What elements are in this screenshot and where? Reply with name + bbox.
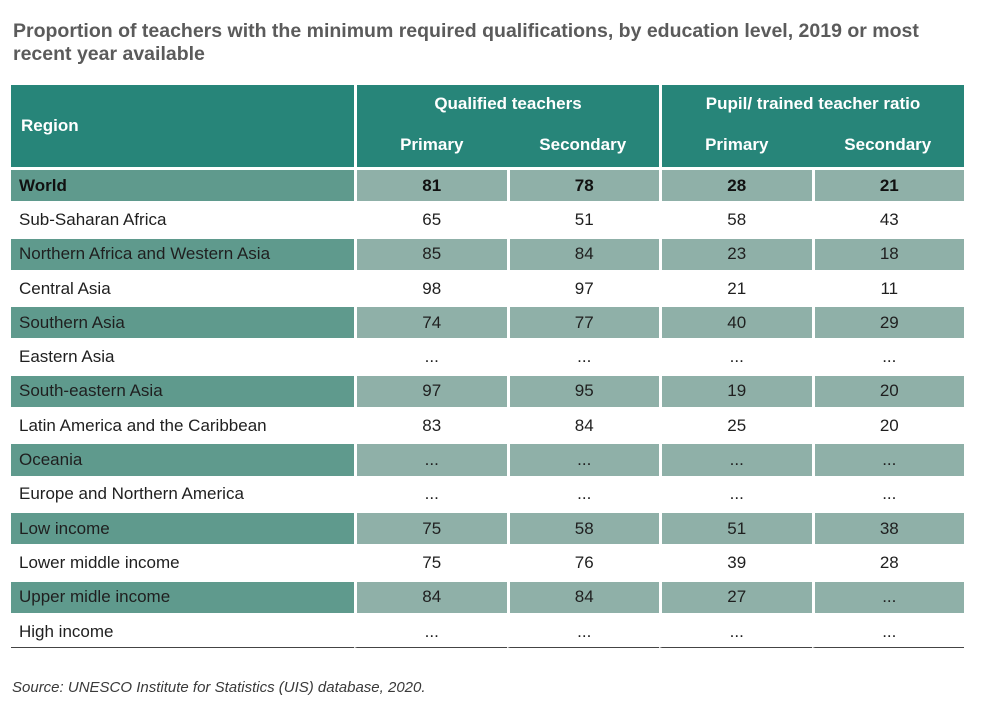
cell-ptr-primary: 25 [659, 407, 812, 442]
chart-title: Proportion of teachers with the minimum … [13, 20, 919, 65]
row-region-name: Upper midle income [11, 578, 354, 613]
cell-qt-primary: 85 [354, 235, 507, 270]
cell-ptr-primary: ... [659, 612, 812, 649]
table-row: South-eastern Asia 97 95 19 20 [11, 372, 965, 408]
column-header-qt-primary: Primary [354, 123, 507, 167]
cell-qt-primary: 98 [354, 269, 507, 305]
table-row: Northern Africa and Western Asia 85 84 23 18 [11, 235, 965, 270]
cell-ptr-primary: ... [659, 441, 812, 476]
row-region-name: Lower middle income [11, 544, 354, 579]
cell-qt-secondary: 76 [506, 544, 660, 579]
cell-ptr-secondary: 20 [811, 372, 965, 408]
row-region-name: World [11, 167, 354, 202]
cell-qt-secondary: 84 [506, 578, 660, 613]
cell-qt-secondary: 78 [506, 167, 660, 202]
cell-ptr-secondary: ... [811, 475, 965, 510]
cell-qt-primary: 75 [354, 544, 507, 579]
cell-ptr-secondary: 38 [811, 509, 965, 545]
cell-ptr-primary: 39 [659, 544, 812, 579]
source-note: Source: UNESCO Institute for Statistics … [12, 679, 426, 696]
cell-qt-secondary: 84 [506, 407, 660, 442]
row-region-name: High income [11, 612, 354, 649]
table-row: Lower middle income 75 76 39 28 [11, 544, 965, 579]
cell-ptr-primary: ... [659, 338, 812, 373]
cell-qt-secondary: ... [506, 612, 660, 649]
cell-ptr-secondary: 11 [811, 269, 965, 305]
cell-qt-secondary: ... [506, 475, 660, 510]
table-row: Central Asia 98 97 21 11 [11, 269, 965, 305]
table-row: Oceania............ [11, 441, 965, 476]
column-header-ptr-primary: Primary [659, 123, 812, 167]
cell-qt-secondary: 51 [506, 201, 660, 236]
cell-qt-primary: 97 [354, 372, 507, 408]
row-region-name: Central Asia [11, 269, 354, 305]
cell-ptr-primary: 21 [659, 269, 812, 305]
cell-qt-secondary: 97 [506, 269, 660, 305]
data-table: Region Qualified teachers Pupil/ trained… [11, 85, 965, 649]
cell-ptr-secondary: ... [811, 441, 965, 476]
cell-ptr-secondary: 43 [811, 201, 965, 236]
cell-qt-secondary: 95 [506, 372, 660, 408]
group-header-pupil-trained-teacher-ratio: Pupil/ trained teacher ratio [659, 85, 965, 123]
group-header-qualified-teachers: Qualified teachers [354, 85, 660, 123]
cell-ptr-primary: 58 [659, 201, 812, 236]
cell-ptr-secondary: 21 [811, 167, 965, 202]
cell-ptr-secondary: ... [811, 338, 965, 373]
cell-ptr-secondary: 20 [811, 407, 965, 442]
table-row: Sub-Saharan Africa 65 51 58 43 [11, 201, 965, 236]
table-row: Upper midle income 84 84 27... [11, 578, 965, 613]
cell-qt-primary: ... [354, 612, 507, 649]
cell-qt-primary: 84 [354, 578, 507, 613]
cell-ptr-primary: 51 [659, 509, 812, 545]
row-region-name: Eastern Asia [11, 338, 354, 373]
cell-qt-primary: 83 [354, 407, 507, 442]
cell-ptr-secondary: 18 [811, 235, 965, 270]
cell-qt-secondary: 77 [506, 304, 660, 339]
cell-ptr-primary: ... [659, 475, 812, 510]
cell-ptr-primary: 28 [659, 167, 812, 202]
cell-ptr-primary: 27 [659, 578, 812, 613]
row-region-name: Southern Asia [11, 304, 354, 339]
column-header-qt-secondary: Secondary [506, 123, 660, 167]
table-row: Latin America and the Caribbean 83 84 25 20 [11, 407, 965, 442]
cell-qt-primary: 65 [354, 201, 507, 236]
cell-qt-primary: 75 [354, 509, 507, 545]
table-row: Eastern Asia............ [11, 338, 965, 373]
cell-ptr-primary: 40 [659, 304, 812, 339]
row-region-name: Oceania [11, 441, 354, 476]
cell-qt-primary: 81 [354, 167, 507, 202]
row-region-name: Sub-Saharan Africa [11, 201, 354, 236]
cell-qt-primary: ... [354, 441, 507, 476]
cell-ptr-primary: 19 [659, 372, 812, 408]
cell-qt-secondary: 84 [506, 235, 660, 270]
table-row: High income............ [11, 612, 965, 649]
cell-ptr-secondary: ... [811, 578, 965, 613]
table-row: World 81 78 28 21 [11, 167, 965, 202]
column-header-ptr-secondary: Secondary [811, 123, 965, 167]
table-row: Europe and Northern America............ [11, 475, 965, 510]
row-region-name: Latin America and the Caribbean [11, 407, 354, 442]
cell-ptr-secondary: 29 [811, 304, 965, 339]
cell-qt-secondary: 58 [506, 509, 660, 545]
table-row: Low income 75 58 51 38 [11, 509, 965, 545]
cell-qt-secondary: ... [506, 441, 660, 476]
table-body: World 81 78 28 21 Sub-Saharan Africa 65 51 58 43 N… [11, 167, 965, 649]
cell-qt-secondary: ... [506, 338, 660, 373]
cell-qt-primary: ... [354, 338, 507, 373]
cell-qt-primary: ... [354, 475, 507, 510]
cell-qt-primary: 74 [354, 304, 507, 339]
row-region-name: Northern Africa and Western Asia [11, 235, 354, 270]
cell-ptr-secondary: 28 [811, 544, 965, 579]
region-header: Region [11, 85, 354, 167]
row-region-name: Europe and Northern America [11, 475, 354, 510]
cell-ptr-secondary: ... [811, 612, 965, 649]
table-row: Southern Asia 74 77 40 29 [11, 304, 965, 339]
cell-ptr-primary: 23 [659, 235, 812, 270]
row-region-name: Low income [11, 509, 354, 545]
row-region-name: South-eastern Asia [11, 372, 354, 408]
